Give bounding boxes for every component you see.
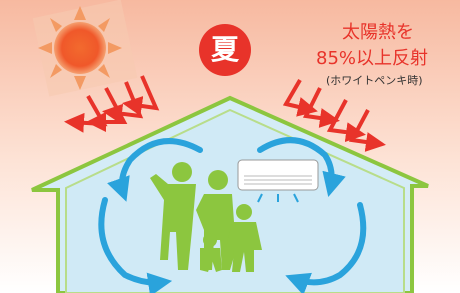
caption-line2: 85%以上反射 [316,48,428,69]
caption-line1: 太陽熱を [342,22,414,43]
caption-note: (ホワイトペンキ時) [326,74,423,87]
diagram: 夏 太陽熱を 85%以上反射 (ホワイトペンキ時) [0,0,460,293]
badge-text: 夏 [211,33,240,66]
